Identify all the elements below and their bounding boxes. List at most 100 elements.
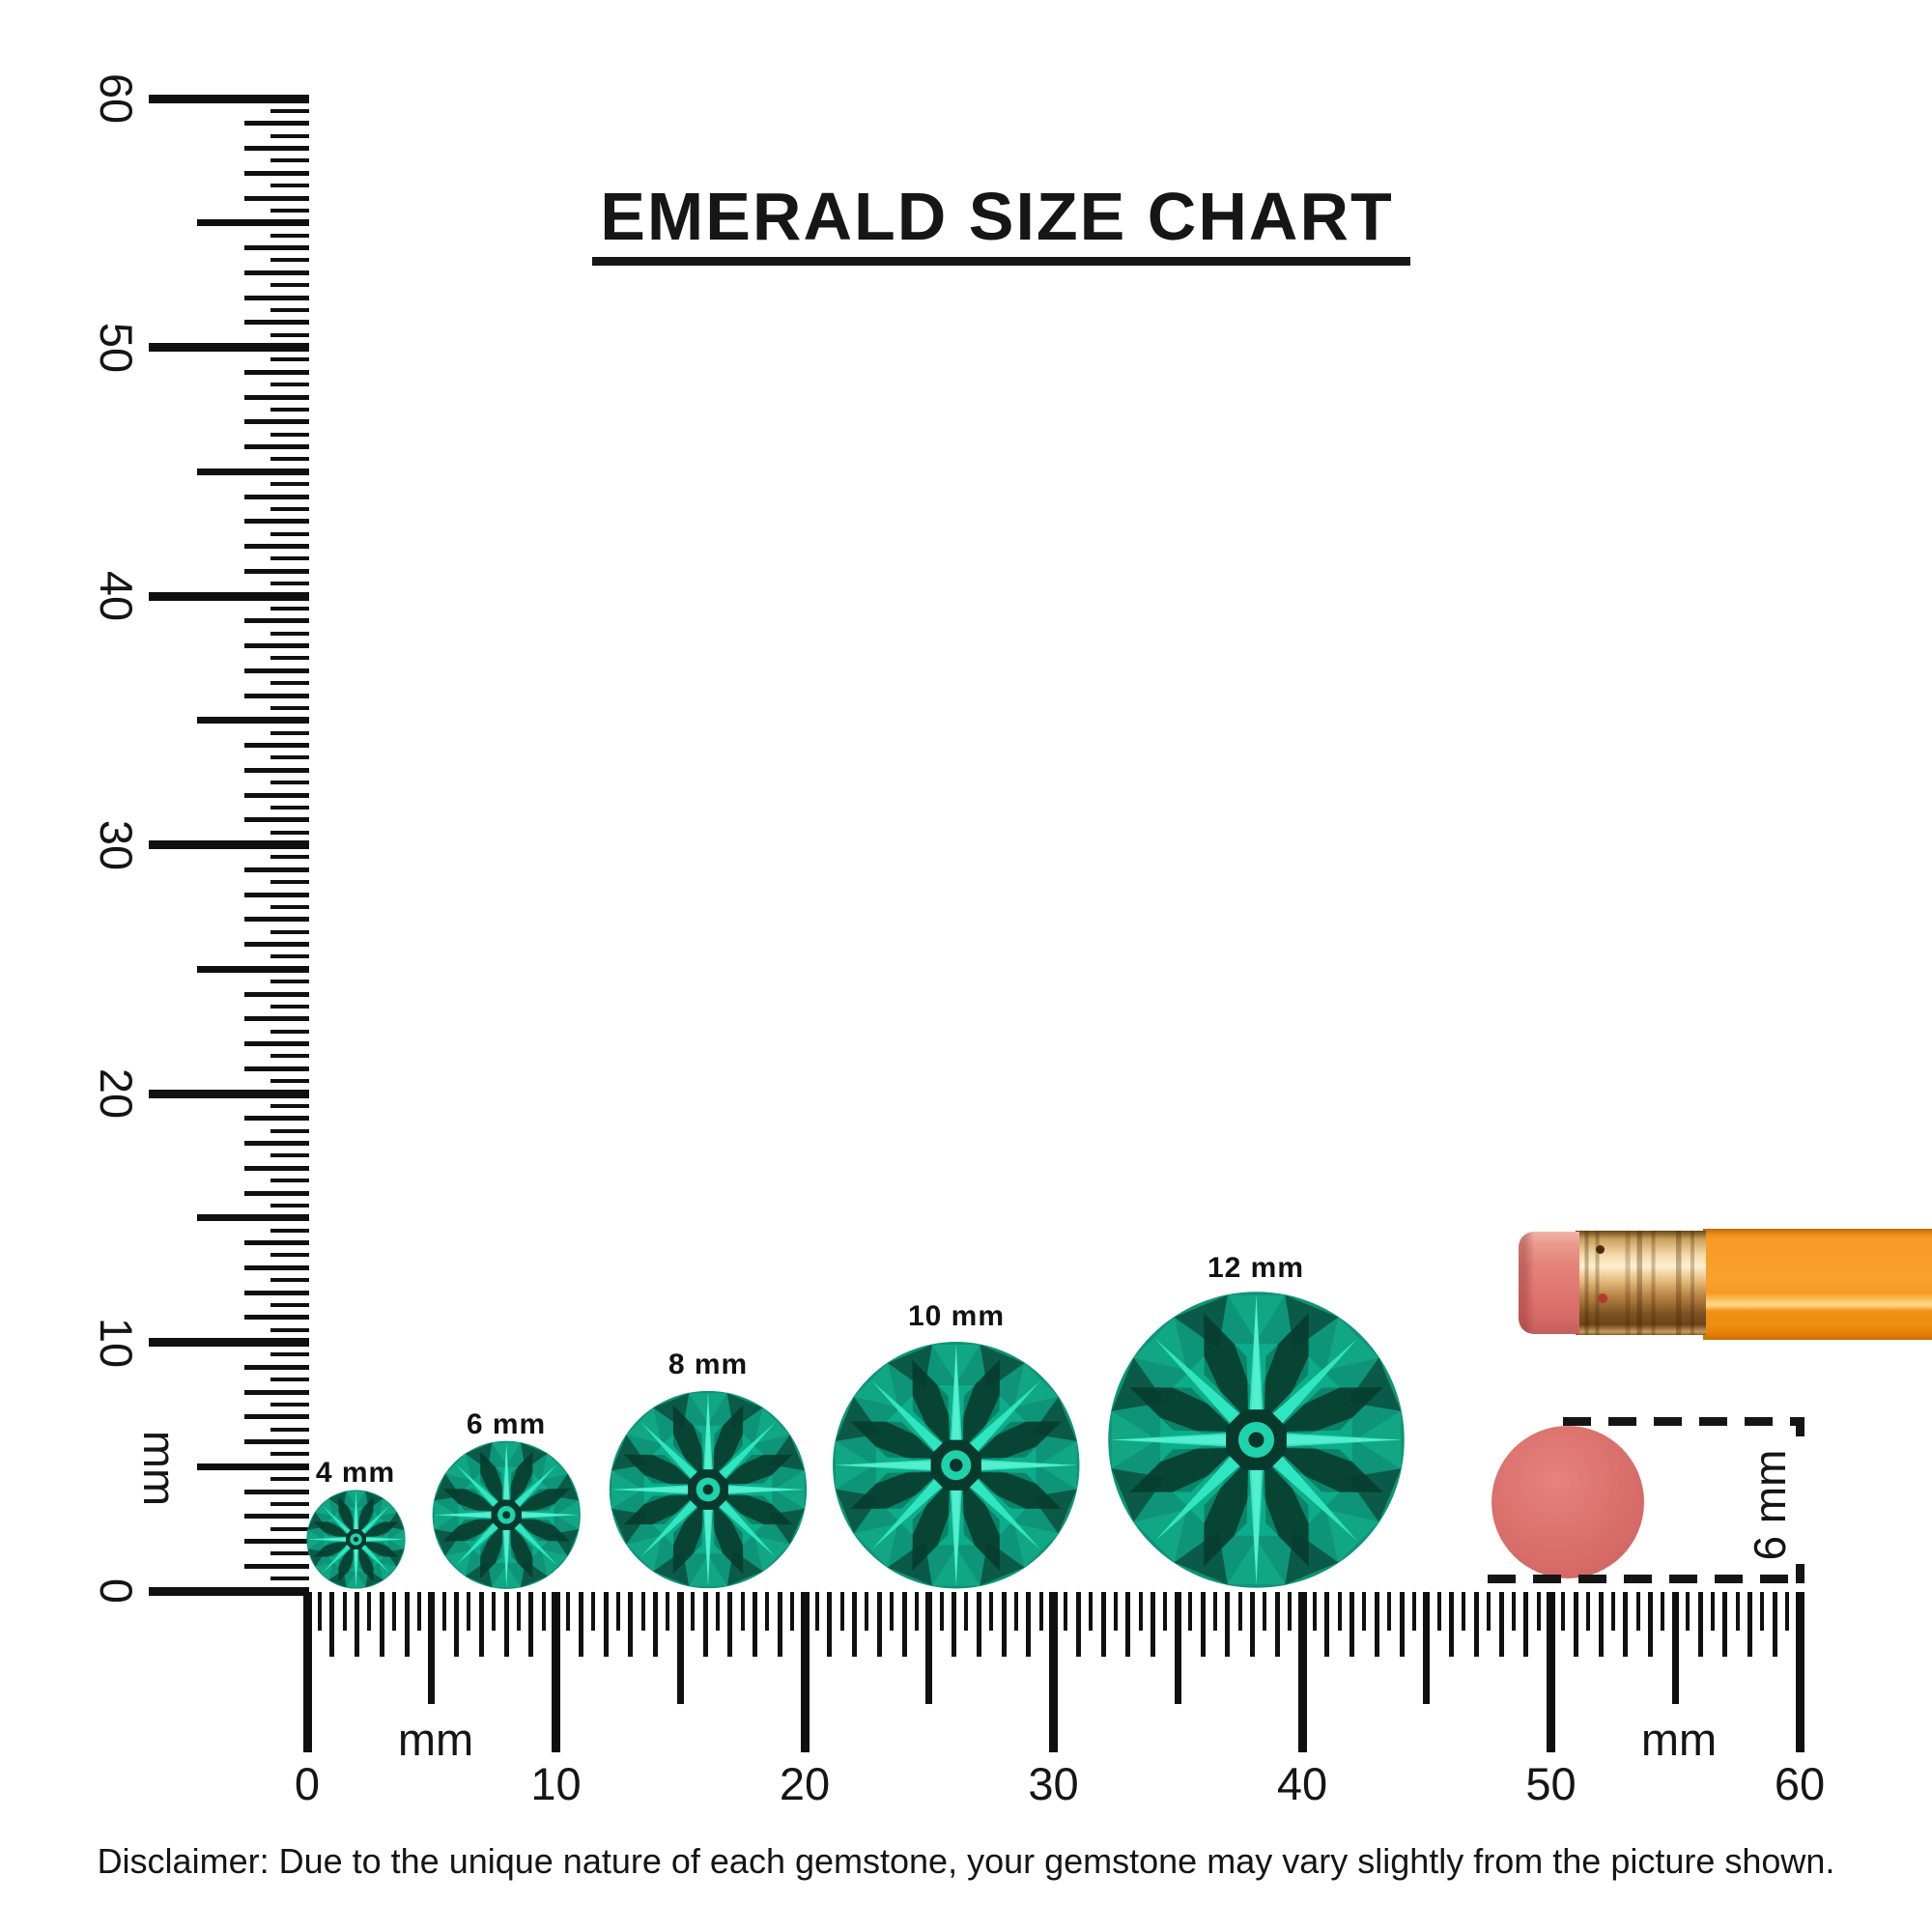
vertical-ruler-tick [270, 307, 309, 312]
vertical-ruler-tick [244, 892, 309, 897]
vertical-ruler-tick [244, 1041, 309, 1046]
vertical-ruler-tick [244, 1016, 309, 1022]
horizontal-ruler-number: 40 [1276, 1757, 1328, 1809]
vertical-ruler-tick [244, 295, 309, 300]
vertical-ruler-tick [244, 1439, 309, 1444]
vertical-ruler-tick [270, 233, 309, 238]
horizontal-ruler-unit-label-left: mm [397, 1713, 474, 1765]
horizontal-ruler-tick [1785, 1592, 1790, 1631]
horizontal-ruler-tick [1760, 1592, 1765, 1631]
gem-10mm [832, 1341, 1081, 1590]
horizontal-ruler-tick [777, 1592, 782, 1657]
horizontal-ruler-tick [317, 1592, 322, 1631]
horizontal-ruler-tick [454, 1592, 459, 1657]
horizontal-ruler-tick [1200, 1592, 1206, 1657]
vertical-ruler-tick [244, 767, 309, 773]
vertical-ruler-tick [270, 283, 309, 288]
vertical-ruler-tick [244, 270, 309, 275]
vertical-ruler-tick [270, 1103, 309, 1108]
horizontal-ruler-tick [302, 1592, 312, 1752]
horizontal-ruler-tick [1337, 1592, 1342, 1631]
vertical-ruler-tick [270, 1477, 309, 1482]
vertical-ruler-tick [270, 1427, 309, 1432]
horizontal-ruler-tick [800, 1592, 810, 1752]
horizontal-ruler-number: 50 [1525, 1757, 1577, 1809]
vertical-ruler-tick [270, 1452, 309, 1457]
horizontal-ruler-tick [1511, 1592, 1516, 1631]
vertical-ruler-tick [270, 482, 309, 487]
horizontal-ruler-tick [1263, 1592, 1267, 1631]
horizontal-ruler-tick [914, 1592, 919, 1631]
horizontal-ruler-tick [566, 1592, 571, 1631]
horizontal-ruler-tick [715, 1592, 720, 1631]
horizontal-ruler-tick [1350, 1592, 1354, 1657]
vertical-ruler-tick [244, 618, 309, 624]
horizontal-ruler-tick [939, 1592, 944, 1631]
horizontal-ruler-tick [1188, 1592, 1193, 1631]
horizontal-ruler-tick [1598, 1592, 1604, 1657]
horizontal-ruler-tick [428, 1592, 436, 1704]
horizontal-ruler-tick [478, 1592, 484, 1657]
gem-4mm [305, 1490, 406, 1589]
vertical-ruler-tick [244, 668, 309, 673]
horizontal-ruler-tick [1362, 1592, 1367, 1631]
vertical-ruler-number: 40 [91, 570, 143, 622]
vertical-ruler-tick [270, 208, 309, 213]
horizontal-ruler-tick [740, 1592, 745, 1631]
vertical-ruler-tick [197, 717, 309, 724]
vertical-ruler-tick [270, 1302, 309, 1307]
horizontal-ruler-tick [1274, 1592, 1280, 1657]
vertical-ruler-tick [270, 904, 309, 909]
vertical-ruler-tick [244, 643, 309, 648]
horizontal-ruler-tick [1138, 1592, 1143, 1631]
vertical-ruler-tick [244, 146, 309, 151]
horizontal-ruler-tick [702, 1592, 708, 1657]
vertical-ruler-tick [270, 158, 309, 163]
horizontal-ruler-unit-label-right: mm [1640, 1713, 1718, 1765]
horizontal-ruler-tick [1064, 1592, 1068, 1631]
horizontal-ruler-tick [404, 1592, 410, 1657]
vertical-ruler-tick [244, 544, 309, 549]
vertical-ruler-tick [270, 432, 309, 437]
vertical-ruler-tick [270, 1352, 309, 1357]
horizontal-ruler-tick [925, 1592, 933, 1704]
horizontal-ruler-number: 20 [779, 1757, 831, 1809]
vertical-ruler-tick [149, 1089, 309, 1098]
vertical-ruler-tick [270, 830, 309, 835]
horizontal-ruler-tick [1312, 1592, 1317, 1631]
horizontal-ruler-tick [1399, 1592, 1405, 1657]
horizontal-ruler-tick [528, 1592, 534, 1657]
horizontal-ruler-tick [603, 1592, 609, 1657]
horizontal-ruler-tick [1671, 1592, 1679, 1704]
vertical-ruler-tick [244, 1165, 309, 1171]
horizontal-ruler-tick [1113, 1592, 1118, 1631]
vertical-ruler-tick [270, 407, 309, 412]
horizontal-ruler-tick [1075, 1592, 1081, 1657]
vertical-ruler-tick [270, 1004, 309, 1009]
horizontal-ruler-tick [552, 1592, 560, 1752]
vertical-ruler-tick [270, 556, 309, 561]
ferrule-crimp-dot [1598, 1293, 1607, 1303]
vertical-ruler-tick [244, 1539, 309, 1544]
vertical-ruler-tick [244, 817, 309, 823]
horizontal-ruler-tick [1013, 1592, 1018, 1631]
horizontal-ruler-tick [1288, 1592, 1293, 1631]
horizontal-ruler-tick [1772, 1592, 1777, 1657]
horizontal-ruler-tick [890, 1592, 895, 1631]
vertical-ruler-tick [270, 1228, 309, 1233]
vertical-ruler-number: 20 [91, 1067, 143, 1120]
horizontal-ruler-tick [1250, 1592, 1255, 1657]
horizontal-ruler-number: 0 [294, 1757, 321, 1809]
vertical-ruler-tick [244, 494, 309, 499]
horizontal-ruler-number: 10 [530, 1757, 582, 1809]
vertical-ruler-tick [270, 755, 309, 760]
vertical-ruler-tick [244, 917, 309, 923]
horizontal-ruler-tick [367, 1592, 372, 1631]
horizontal-ruler-tick [901, 1592, 907, 1657]
gem-illustration [1107, 1292, 1405, 1588]
vertical-ruler-unit-label: mm [134, 1430, 186, 1507]
vertical-ruler-tick [244, 369, 309, 375]
horizontal-ruler-tick [1324, 1592, 1330, 1657]
vertical-ruler-tick [270, 1079, 309, 1084]
vertical-ruler-tick [270, 855, 309, 860]
